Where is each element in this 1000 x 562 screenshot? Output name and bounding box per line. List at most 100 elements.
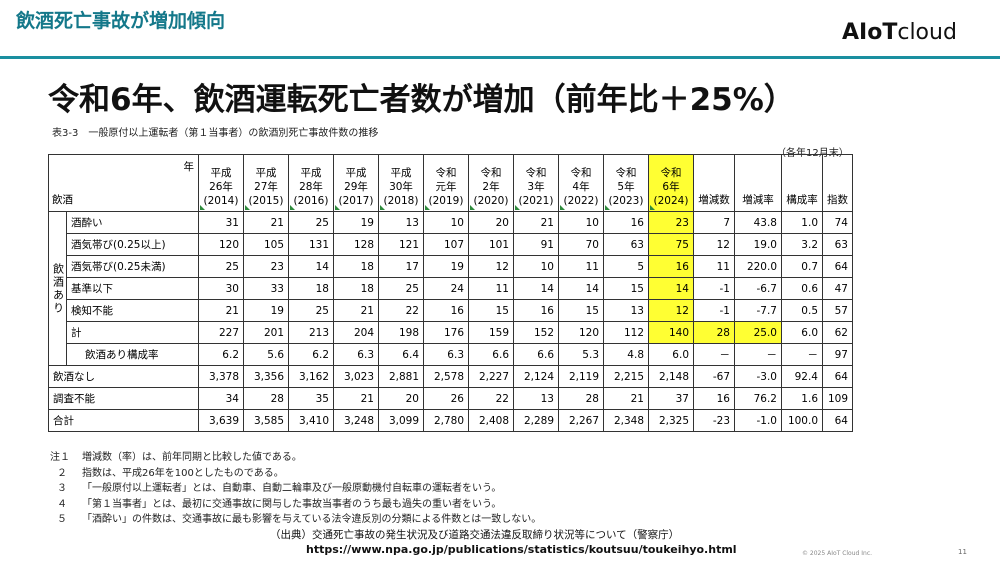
table-row: 酒気帯び(0.25未満) 25 23 14 18 17 19 12 10 11 5 16 11 220.0… xyxy=(49,255,853,278)
value-cell: 3,248 xyxy=(333,409,379,432)
row-label-cell: 検知不能 xyxy=(66,299,199,322)
value-cell: 107 xyxy=(423,233,469,256)
value-cell: 35 xyxy=(288,387,334,410)
year-header-year: 5年 xyxy=(617,181,635,193)
extra-value-cell: 19.0 xyxy=(734,233,782,256)
value-cell: 22 xyxy=(468,387,514,410)
value-cell: 14 xyxy=(513,277,559,300)
cell-marker-icon xyxy=(560,205,565,210)
section-title: 飲酒死亡事故が増加傾向 xyxy=(16,10,226,32)
extra-value-cell: 3.2 xyxy=(781,233,823,256)
row-label-cell: 飲酒あり構成率 xyxy=(66,343,199,366)
year-header-era: 平成 xyxy=(345,167,367,179)
value-cell: 227 xyxy=(198,321,244,344)
source-url[interactable]: https://www.npa.go.jp/publications/stati… xyxy=(306,543,737,556)
value-cell: 105 xyxy=(243,233,289,256)
value-cell: 2,124 xyxy=(513,365,559,388)
year-header-western: (2016) xyxy=(293,195,329,207)
note-number: ２ xyxy=(57,467,67,479)
year-header-era: 令和 xyxy=(435,167,457,179)
table-row: 飲酒なし 3,378 3,356 3,162 3,023 2,881 2,578 2,227 2… xyxy=(48,365,853,388)
row-label-cell: 酒酔い xyxy=(66,211,199,234)
value-cell: 159 xyxy=(468,321,514,344)
extra-value-cell: 25.0 xyxy=(734,321,782,344)
value-cell: 21 xyxy=(243,211,289,234)
cell-marker-icon xyxy=(290,205,295,210)
extra-value-cell: 6.0 xyxy=(781,321,823,344)
value-cell: 121 xyxy=(378,233,424,256)
extra-value-cell: 0.5 xyxy=(781,299,823,322)
extra-value-cell: 47 xyxy=(822,277,853,300)
year-header-cell: 令和 4年 (2022) xyxy=(558,154,604,212)
year-header-western: (2014) xyxy=(203,195,239,207)
extra-value-cell: -7.7 xyxy=(734,299,782,322)
year-header-era: 令和 xyxy=(660,167,682,179)
value-cell: 23 xyxy=(648,211,694,234)
table-row: 基準以下 30 33 18 18 25 24 11 14 14 15 14 -1 -6.7 0.6 47 xyxy=(49,277,853,300)
value-cell: 21 xyxy=(513,211,559,234)
year-header-era: 平成 xyxy=(300,167,322,179)
value-cell: 3,023 xyxy=(333,365,379,388)
year-header-year: 6年 xyxy=(662,181,680,193)
year-header-western: (2022) xyxy=(563,195,599,207)
value-cell: 10 xyxy=(423,211,469,234)
year-header-cell: 平成 30年 (2018) xyxy=(378,154,424,212)
value-cell: 2,325 xyxy=(648,409,694,432)
value-cell: 5 xyxy=(603,255,649,278)
value-cell: 19 xyxy=(243,299,289,322)
value-cell: 128 xyxy=(333,233,379,256)
value-cell: 13 xyxy=(513,387,559,410)
note-text: 指数は、平成26年を100としたものである。 xyxy=(82,467,284,479)
value-cell: 6.6 xyxy=(468,343,514,366)
row-label-cell: 合計 xyxy=(48,409,199,432)
year-header-western: (2015) xyxy=(248,195,284,207)
extra-value-cell: 92.4 xyxy=(781,365,823,388)
year-header-era: 平成 xyxy=(210,167,232,179)
corner-year-label: 年 xyxy=(183,161,195,173)
year-header-western: (2021) xyxy=(518,195,554,207)
value-cell: 12 xyxy=(648,299,694,322)
extra-value-cell: 12 xyxy=(693,233,735,256)
value-cell: 5.6 xyxy=(243,343,289,366)
value-cell: 14 xyxy=(558,277,604,300)
extra-value-cell: 43.8 xyxy=(734,211,782,234)
year-header-year: 30年 xyxy=(389,181,413,193)
note-item: ２ 指数は、平成26年を100としたものである。 xyxy=(50,466,541,482)
corner-drinking-label: 飲酒 xyxy=(52,194,73,206)
extra-value-cell: － xyxy=(781,343,823,366)
value-cell: 16 xyxy=(513,299,559,322)
value-cell: 26 xyxy=(423,387,469,410)
year-header-year: 2年 xyxy=(482,181,500,193)
unit-note: （各年12月末） xyxy=(776,148,849,159)
note-number: ３ xyxy=(57,483,67,494)
table-row: 飲酒あり 酒酔い 31 21 25 19 13 10 20 21 10 16 23 7 43.8 1.0 74 xyxy=(48,211,853,366)
extra-value-cell: 220.0 xyxy=(734,255,782,278)
note-text: 「第１当事者」とは、最初に交通事故に関与した事故当事者のうち最も過失の重い者をい… xyxy=(82,498,502,510)
value-cell: 3,356 xyxy=(243,365,289,388)
extra-value-cell: -1 xyxy=(693,299,735,322)
value-cell: 19 xyxy=(423,255,469,278)
extra-value-cell: 109 xyxy=(822,387,853,410)
row-label-cell: 酒気帯び(0.25以上) xyxy=(66,233,199,256)
subtotal-row: 計 227 201 213 204 198 176 159 152 120 112 140 28 25.0… xyxy=(49,321,853,344)
extra-value-cell: -23 xyxy=(693,409,735,432)
note-item: ３ 「一般原付以上運転者」とは、自動車、自動二輪車及び一般原動機付自転車の運転者を… xyxy=(50,481,541,497)
year-header-cell: 令和 3年 (2021) xyxy=(513,154,559,212)
year-header-year: 27年 xyxy=(254,181,278,193)
row-label-cell: 基準以下 xyxy=(66,277,199,300)
value-cell: 15 xyxy=(468,299,514,322)
value-cell: 63 xyxy=(603,233,649,256)
value-cell: 25 xyxy=(288,211,334,234)
value-cell: 18 xyxy=(288,277,334,300)
value-cell: 2,578 xyxy=(423,365,469,388)
value-cell: 19 xyxy=(333,211,379,234)
year-header-cell: 令和 元年 (2019) xyxy=(423,154,469,212)
value-cell: 101 xyxy=(468,233,514,256)
value-cell: 6.4 xyxy=(378,343,424,366)
extra-value-cell: 16 xyxy=(693,387,735,410)
value-cell: 21 xyxy=(603,387,649,410)
value-cell: 14 xyxy=(288,255,334,278)
value-cell: 204 xyxy=(333,321,379,344)
cell-marker-icon xyxy=(335,205,340,210)
extra-value-cell: － xyxy=(693,343,735,366)
